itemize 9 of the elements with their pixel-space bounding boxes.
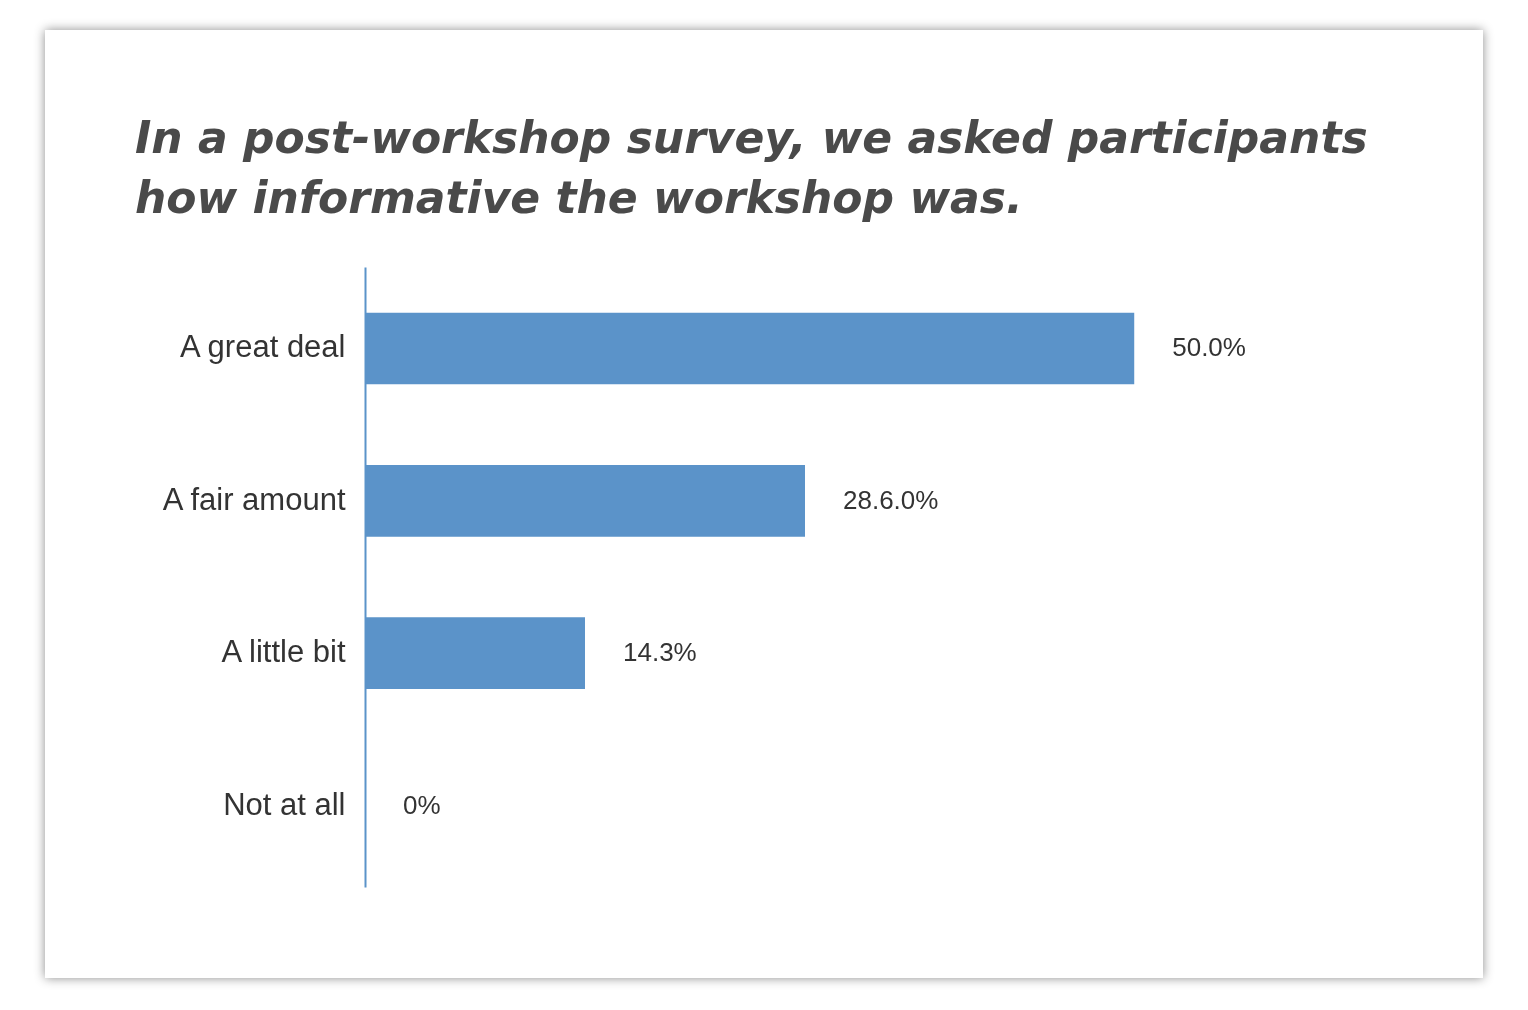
y-tick-label: A great deal xyxy=(180,329,346,365)
chart-title: In a post-workshop survey, we asked participants how informative the workshop was. xyxy=(135,111,1369,225)
y-tick-label: A fair amount xyxy=(162,481,346,517)
data-label: 0% xyxy=(403,789,441,820)
y-tick-label: Not at all xyxy=(223,786,346,822)
y-tick-label: A little bit xyxy=(221,634,346,670)
data-label: 50.0% xyxy=(1172,332,1246,363)
data-label: 28.6.0% xyxy=(843,484,939,515)
data-label: 14.3% xyxy=(623,637,697,668)
